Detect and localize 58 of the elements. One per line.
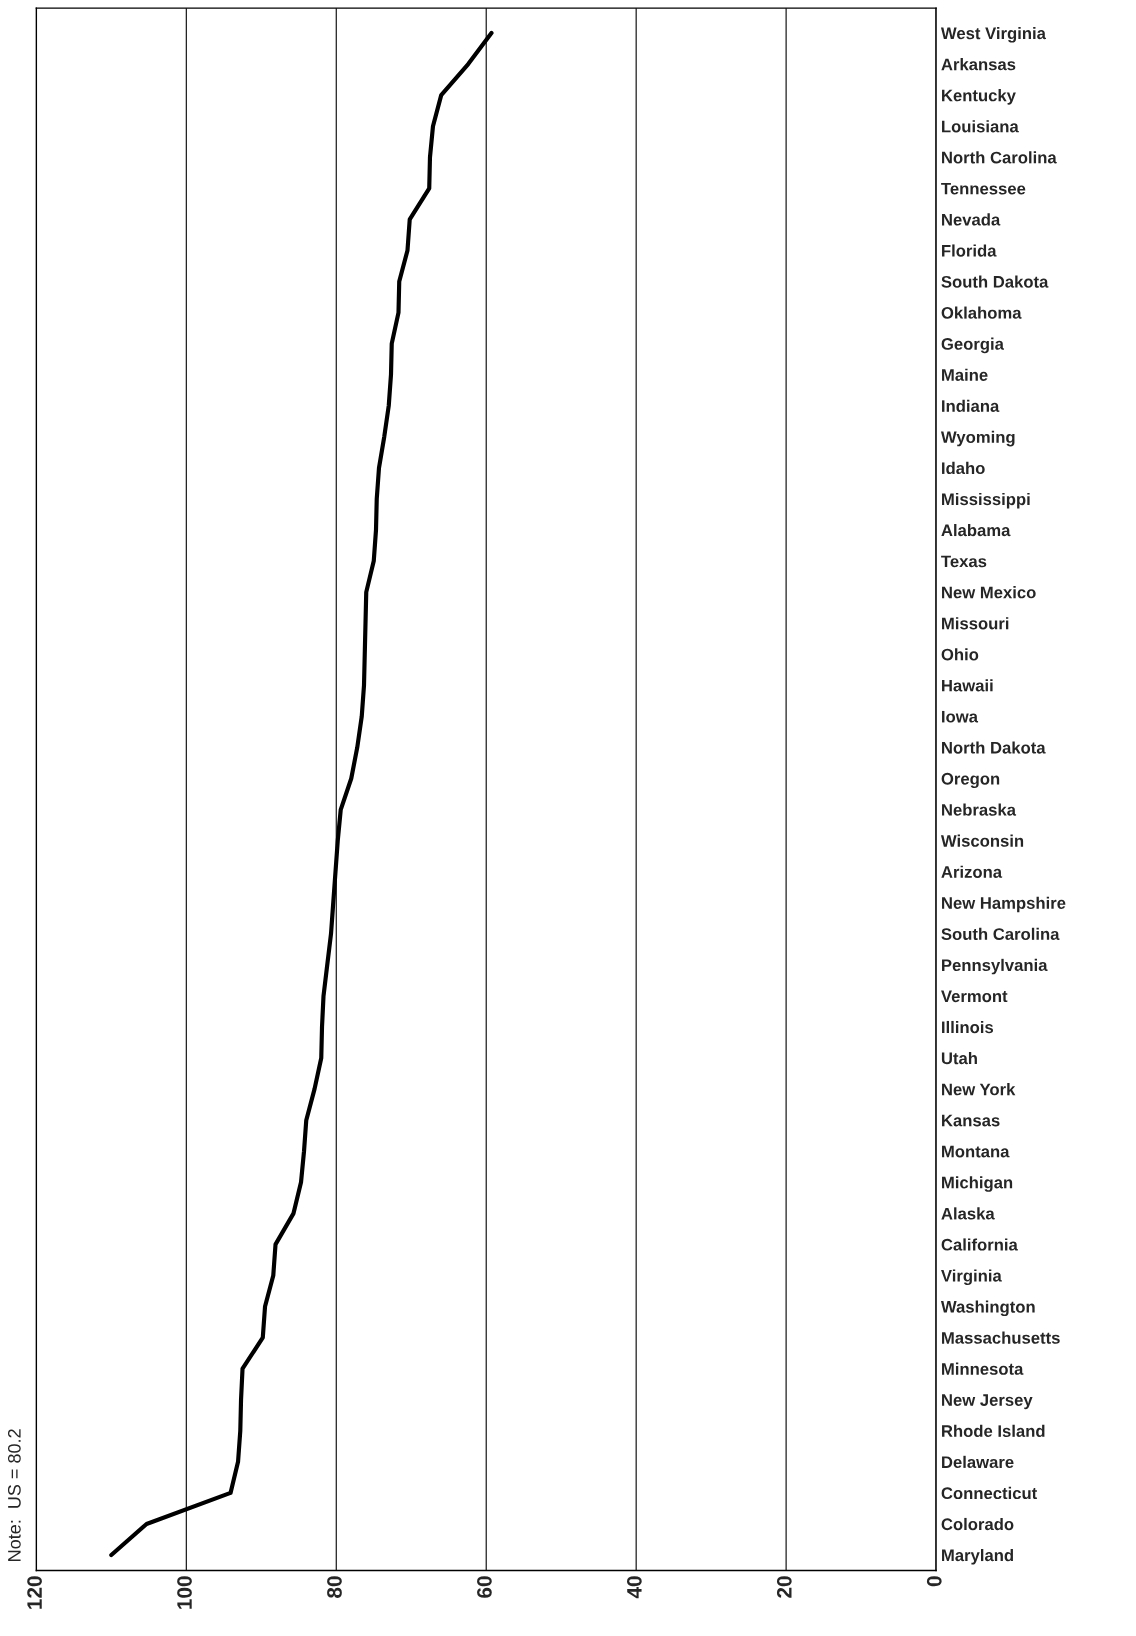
y-tick-label: Montana [942,1145,1010,1158]
y-tick-label: Arkansas [941,58,1016,71]
x-tick-label: 100 [177,1576,192,1609]
y-tick-label: Idaho [942,461,985,475]
x-tick-label: 0 [926,1576,942,1587]
y-tick-label: Minnesota [942,1362,1024,1375]
y-tick-label: Utah [941,1052,977,1065]
y-tick-label: Vermont [941,990,1008,1003]
y-tick-label: Kentucky [942,89,1016,105]
y-tick-label: Indiana [942,399,1000,412]
y-tick-label: Rhode Island [942,1424,1045,1437]
y-tick-label: South Dakota [941,275,1049,288]
y-tick-label: Michigan [942,1176,1013,1192]
y-tick-label: Maine [942,368,988,381]
y-tick-label: Pennsylvania [942,958,1048,975]
y-tick-label: New Jersey [942,1394,1033,1410]
y-tick-label: California [941,1238,1018,1251]
y-tick-label: New Mexico [942,586,1036,599]
x-tick-label: 20 [776,1576,792,1598]
y-tick-label: Oklahoma [941,306,1022,319]
y-tick-label: Nebraska [942,803,1017,816]
y-tick-label: Hawaii [942,679,993,692]
y-tick-label: Alabama [941,523,1011,537]
y-tick-label: Washington [940,1300,1035,1317]
x-tick-label: 80 [327,1576,342,1598]
x-tick-label: 40 [627,1576,642,1599]
y-tick-label: West Virginia [940,26,1047,43]
y-tick-label: Missouri [942,617,1009,630]
y-tick-label: Louisiana [942,120,1019,133]
y-tick-label: Kansas [942,1114,1000,1127]
y-tick-label: Illinois [942,1020,994,1034]
y-tick-label: North Carolina [942,151,1057,164]
y-tick-label: Wyoming [940,430,1015,447]
y-tick-label: Massachusetts [942,1331,1060,1344]
y-tick-label: Iowa [942,710,979,723]
y-tick-label: Tennessee [941,182,1026,195]
y-tick-label: North Dakota [942,741,1046,754]
y-tick-label: Connecticut [941,1486,1038,1500]
y-tick-label: Alaska [941,1207,995,1220]
y-tick-label: Colorado [941,1517,1014,1531]
y-tick-label: New York [942,1083,1016,1096]
y-tick-label: New Hampshire [942,896,1066,913]
y-tick-label: Texas [941,555,987,568]
y-tick-label: Arizona [941,865,1003,878]
y-tick-label: Virginia [941,1269,1002,1286]
y-tick-label: Mississippi [942,492,1030,509]
y-tick-label: Oregon [941,772,1000,789]
x-tick-label: 60 [477,1576,492,1598]
y-tick-label: Delaware [942,1455,1014,1469]
y-tick-label: Nevada [942,213,1001,226]
y-tick-label: Ohio [941,648,979,661]
y-tick-label: Georgia [941,337,1005,354]
y-tick-label: Maryland [942,1548,1013,1565]
y-tick-label: Florida [942,244,997,257]
y-tick-label: South Carolina [941,927,1060,941]
y-tick-label: Wisconsin [940,834,1024,847]
x-tick-label: 120 [27,1576,42,1609]
text: Note: US = 80.2 [7,1429,21,1561]
